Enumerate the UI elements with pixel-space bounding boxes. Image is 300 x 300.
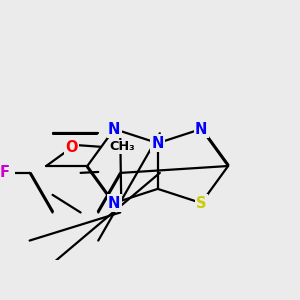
Text: N: N bbox=[152, 136, 164, 151]
Text: N: N bbox=[108, 196, 120, 211]
Text: N: N bbox=[195, 122, 207, 136]
Text: S: S bbox=[196, 196, 206, 211]
Text: F: F bbox=[0, 165, 10, 180]
Text: N: N bbox=[108, 122, 120, 136]
Text: O: O bbox=[65, 140, 78, 155]
Text: CH₃: CH₃ bbox=[110, 140, 135, 153]
